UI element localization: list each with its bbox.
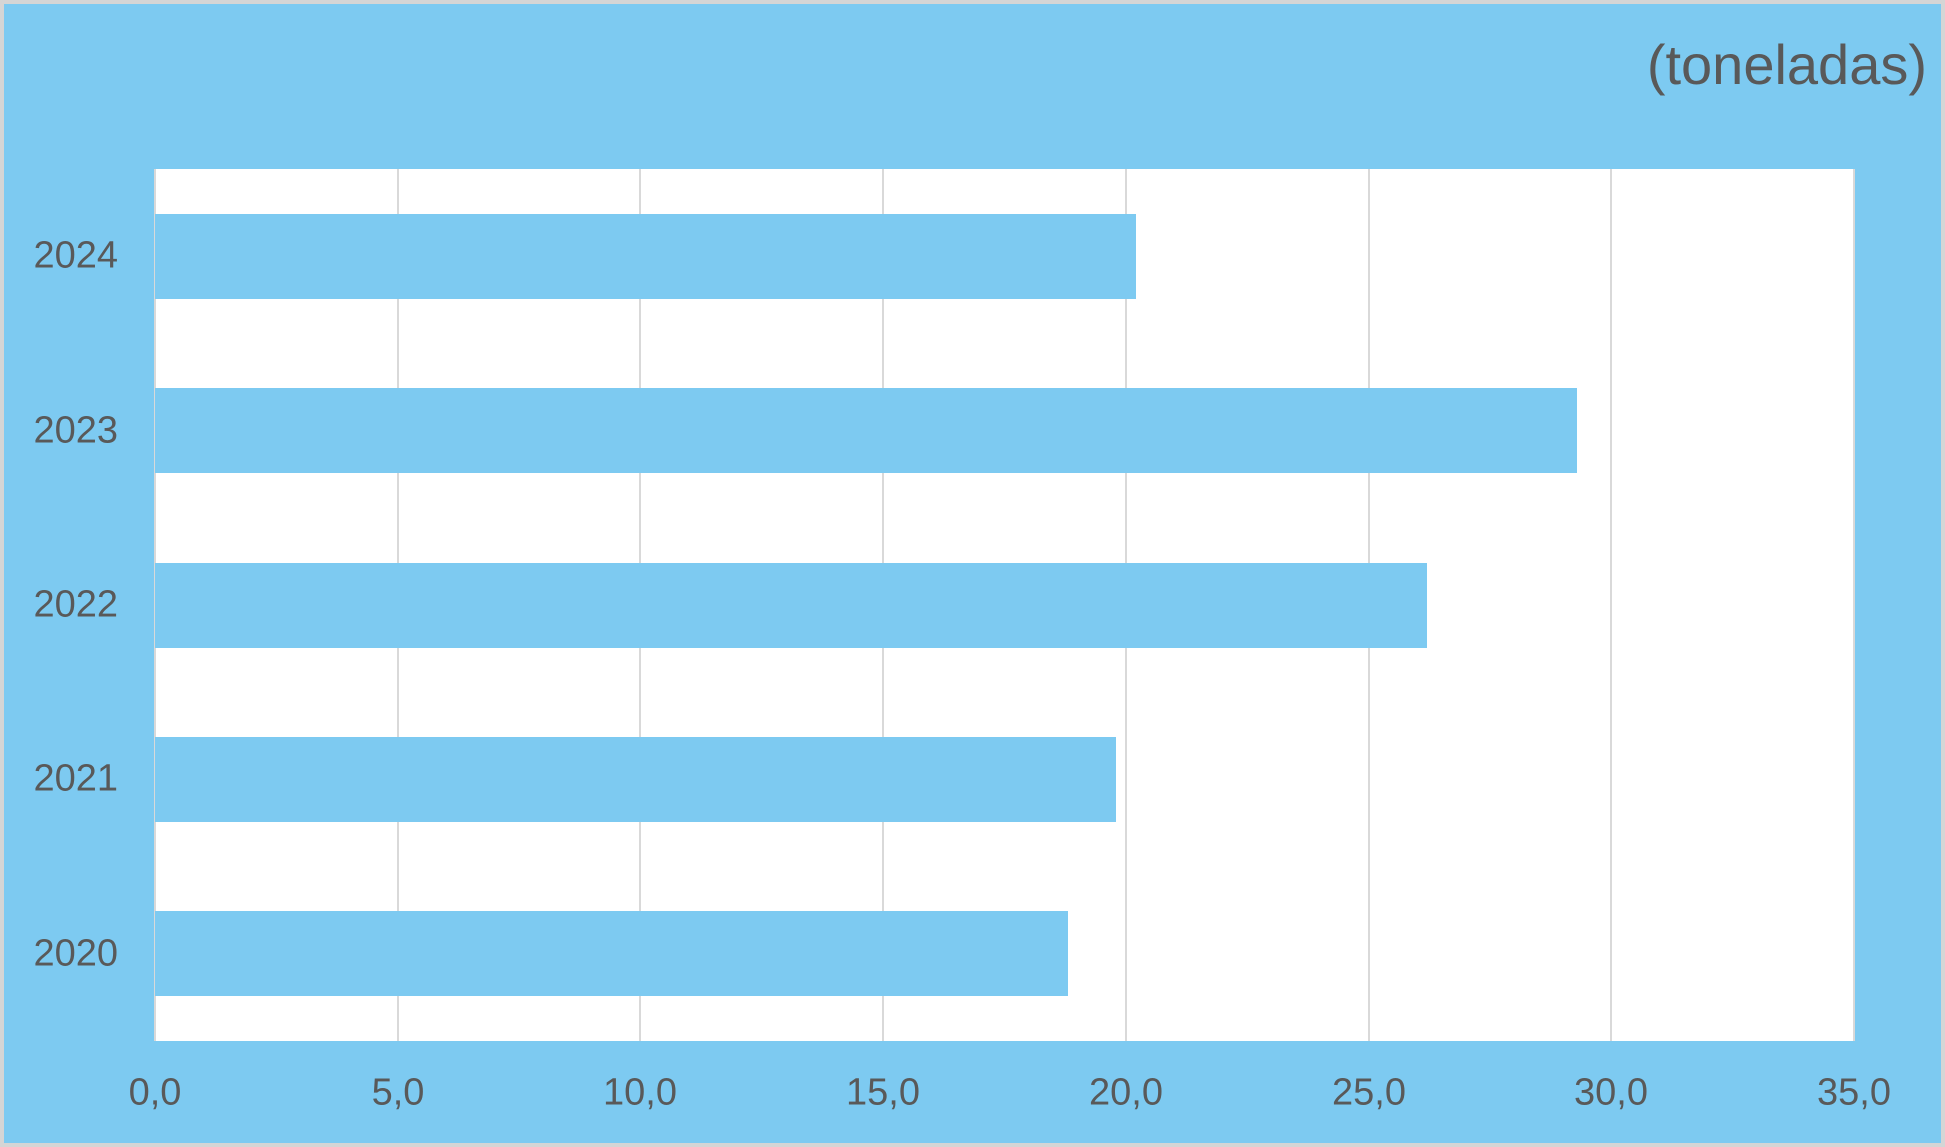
x-axis-label-35: 35,0 (1817, 1071, 1891, 1114)
y-axis-label-2024: 2024 (33, 234, 118, 277)
x-axis-label-15: 15,0 (846, 1071, 920, 1114)
bar-2022 (155, 563, 1427, 648)
y-axis-label-2023: 2023 (33, 409, 118, 452)
y-axis-label-2022: 2022 (33, 583, 118, 626)
x-axis-label-5: 5,0 (371, 1071, 425, 1114)
bar-2024 (155, 214, 1136, 299)
x-axis-label-0: 0,0 (128, 1071, 182, 1114)
gridline-30 (1610, 169, 1612, 1041)
bar-2021 (155, 737, 1116, 822)
x-axis-label-10: 10,0 (603, 1071, 677, 1114)
y-axis-label-2020: 2020 (33, 932, 118, 975)
plot-area (154, 169, 1855, 1041)
x-axis-label-30: 30,0 (1574, 1071, 1648, 1114)
chart-title: (toneladas) (1646, 33, 1927, 96)
x-axis-label-20: 20,0 (1089, 1071, 1163, 1114)
gridline-35 (1853, 169, 1855, 1041)
y-axis-label-2021: 2021 (33, 757, 118, 800)
bar-2020 (155, 911, 1068, 996)
bar-2023 (155, 388, 1577, 473)
x-axis-label-25: 25,0 (1332, 1071, 1406, 1114)
